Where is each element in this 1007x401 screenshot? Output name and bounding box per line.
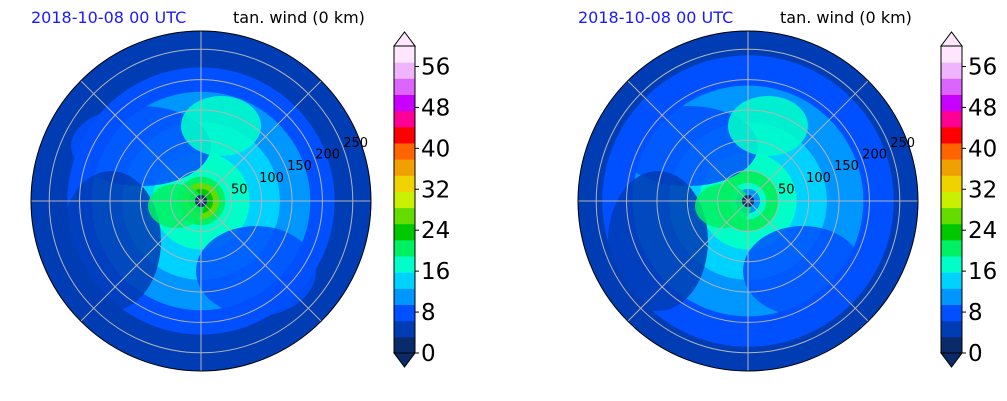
field-blob (608, 171, 708, 311)
colorbar-tick-label: 8 (421, 300, 436, 326)
azimuth-line (200, 80, 322, 202)
date-label: 2018-10-08 00 UTC (31, 8, 187, 27)
colorbar-tick-label: 32 (421, 177, 450, 203)
radial-tick-label: 200 (862, 148, 887, 163)
colorbar-segment (394, 223, 415, 241)
azimuth-line (747, 80, 869, 202)
plot-boundary (30, 30, 372, 372)
colorbar-segment (941, 320, 962, 338)
colorbar-segment (394, 320, 415, 338)
right-panel: 2018-10-08 00 UTC tan. wind (0 km) 50 100… (547, 0, 1007, 401)
colorbar-tick-label: 40 (421, 136, 450, 162)
radial-tick-label: 150 (287, 159, 312, 174)
radial-tick-label: 200 (315, 148, 340, 163)
colorbar-segment (394, 207, 415, 225)
colorbar-tick-label: 0 (968, 341, 983, 367)
azimuth-line (747, 200, 869, 322)
colorbar-segment (394, 46, 415, 63)
colorbar-segment (941, 159, 962, 176)
colorbar-segment (941, 239, 962, 257)
colorbar-segment (941, 126, 962, 144)
colorbar-segment (941, 46, 962, 63)
colorbar-tick-label: 0 (421, 341, 436, 367)
field-blob (148, 184, 204, 228)
colorbar-segment (394, 304, 415, 322)
colorbar-segment (941, 78, 962, 95)
azimuth-line (627, 200, 749, 322)
colorbar-tick-label: 16 (968, 259, 997, 285)
colorbar-segment (941, 191, 962, 209)
colorbar-tick-label: 24 (421, 218, 450, 244)
azimuth-line (627, 80, 749, 202)
field-blob (181, 96, 261, 156)
colorbar-segment (941, 94, 962, 112)
azimuth-line (200, 200, 322, 322)
colorbar-segment (394, 288, 415, 306)
radial-tick-label: 100 (259, 171, 284, 186)
colorbar-segment (941, 336, 962, 354)
colorbar-segment (941, 110, 962, 128)
field-blob (61, 171, 161, 311)
colorbar-segment (941, 142, 962, 160)
colorbar-segment (941, 272, 962, 289)
colorbar-segment (394, 272, 415, 289)
radial-tick-label: 50 (231, 182, 248, 197)
colorbar-segment (941, 207, 962, 225)
colorbar-tick-label: 40 (968, 136, 997, 162)
colorbar-frame (393, 45, 416, 354)
colorbar-segment (394, 78, 415, 95)
colorbar-tick-label: 56 (421, 54, 450, 80)
colorbar-segment (394, 256, 415, 273)
colorbar-segment (941, 256, 962, 273)
field-blob (196, 226, 316, 316)
field-blob (743, 226, 863, 316)
colorbar-tick-label: 24 (968, 218, 997, 244)
colorbar-segment (394, 126, 415, 144)
colorbar-extend-min (393, 352, 416, 368)
colorbar-tick-label: 32 (968, 177, 997, 203)
radial-tick-label: 50 (778, 182, 795, 197)
variable-label: tan. wind (0 km) (780, 8, 912, 27)
colorbar-extend-max (393, 31, 416, 47)
colorbar-extend-min (940, 352, 963, 368)
variable-label: tan. wind (0 km) (233, 8, 365, 27)
colorbar-segment (941, 288, 962, 306)
colorbar-frame (940, 45, 963, 354)
radial-tick-label: 250 (343, 136, 368, 151)
left-panel: 2018-10-08 00 UTC tan. wind (0 km) 50 100… (0, 0, 500, 401)
date-label: 2018-10-08 00 UTC (578, 8, 734, 27)
azimuth-line (80, 80, 202, 202)
colorbar-tick-label: 16 (421, 259, 450, 285)
colorbar-segment (941, 223, 962, 241)
colorbar-segment (941, 175, 962, 192)
colorbar-segment (394, 110, 415, 128)
colorbar-segment (941, 304, 962, 322)
colorbar-tick-label: 48 (421, 95, 450, 121)
colorbar-segment (394, 159, 415, 176)
colorbar-tick-label: 8 (968, 300, 983, 326)
azimuth-line (80, 200, 202, 322)
colorbar-tick-label: 56 (968, 54, 997, 80)
field-blob (728, 96, 808, 156)
colorbar-segment (394, 142, 415, 160)
radial-tick-label: 250 (890, 136, 915, 151)
colorbar-segment (394, 94, 415, 112)
colorbar-segment (394, 239, 415, 257)
colorbar-segment (941, 62, 962, 79)
colorbar-segment (394, 336, 415, 354)
colorbar-segment (394, 175, 415, 192)
field-blob (695, 184, 751, 228)
plot-boundary (577, 30, 919, 372)
colorbar-segment (394, 62, 415, 79)
colorbar-segment (394, 191, 415, 209)
colorbar-extend-max (940, 31, 963, 47)
radial-tick-label: 100 (806, 171, 831, 186)
colorbar-tick-label: 48 (968, 95, 997, 121)
radial-tick-label: 150 (834, 159, 859, 174)
